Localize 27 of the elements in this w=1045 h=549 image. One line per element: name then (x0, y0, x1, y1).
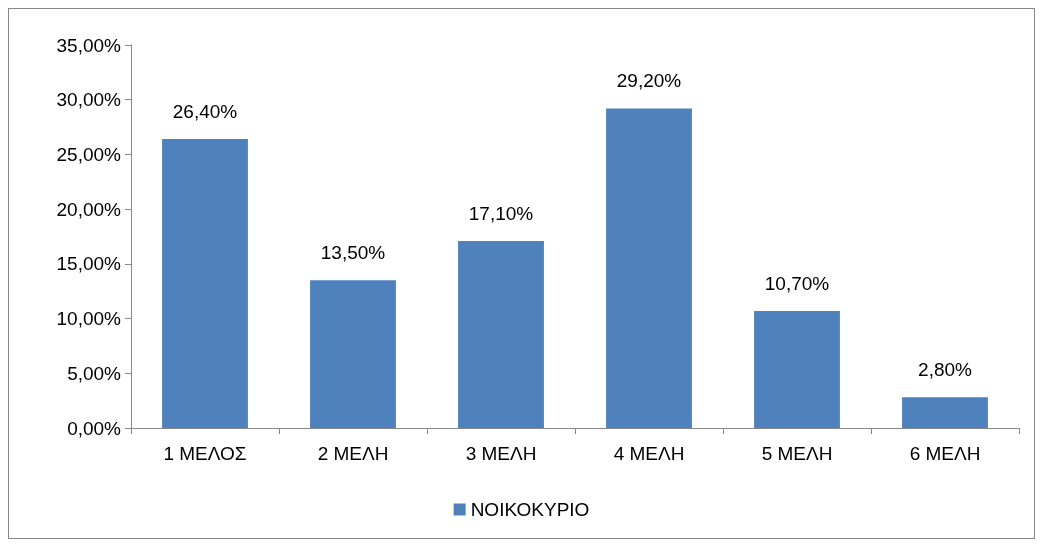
y-tick-label: 30,00% (56, 89, 122, 111)
y-tick-label: 25,00% (56, 143, 122, 165)
data-label: 17,10% (468, 202, 534, 224)
data-label: 10,70% (764, 272, 830, 294)
y-tick-label: 35,00% (56, 34, 122, 56)
y-tick-label: 5,00% (67, 362, 122, 384)
x-tick-label: 1 ΜΕΛΟΣ (163, 443, 247, 464)
legend-label: ΝΟΙΚΟΚΥΡΙΟ (470, 499, 590, 520)
data-label: 26,40% (172, 101, 238, 123)
bar (458, 240, 544, 428)
bar (606, 108, 692, 428)
x-tick-label: 4 ΜΕΛΗ (613, 443, 685, 464)
y-tick-label: 20,00% (56, 198, 122, 220)
data-label: 29,20% (616, 70, 682, 92)
y-tick-label: 15,00% (56, 253, 122, 275)
bar (162, 139, 248, 428)
data-label: 2,80% (918, 359, 973, 381)
bar (754, 310, 840, 428)
bar (902, 397, 988, 428)
x-tick-label: 5 ΜΕΛΗ (761, 443, 833, 464)
y-tick-label: 0,00% (67, 417, 122, 439)
x-tick-label: 2 ΜΕΛΗ (317, 443, 389, 464)
x-tick-label: 6 ΜΕΛΗ (909, 443, 981, 464)
bar (310, 280, 396, 428)
y-tick-label: 10,00% (56, 308, 122, 330)
data-label: 13,50% (320, 242, 386, 264)
x-tick-label: 3 ΜΕΛΗ (465, 443, 537, 464)
